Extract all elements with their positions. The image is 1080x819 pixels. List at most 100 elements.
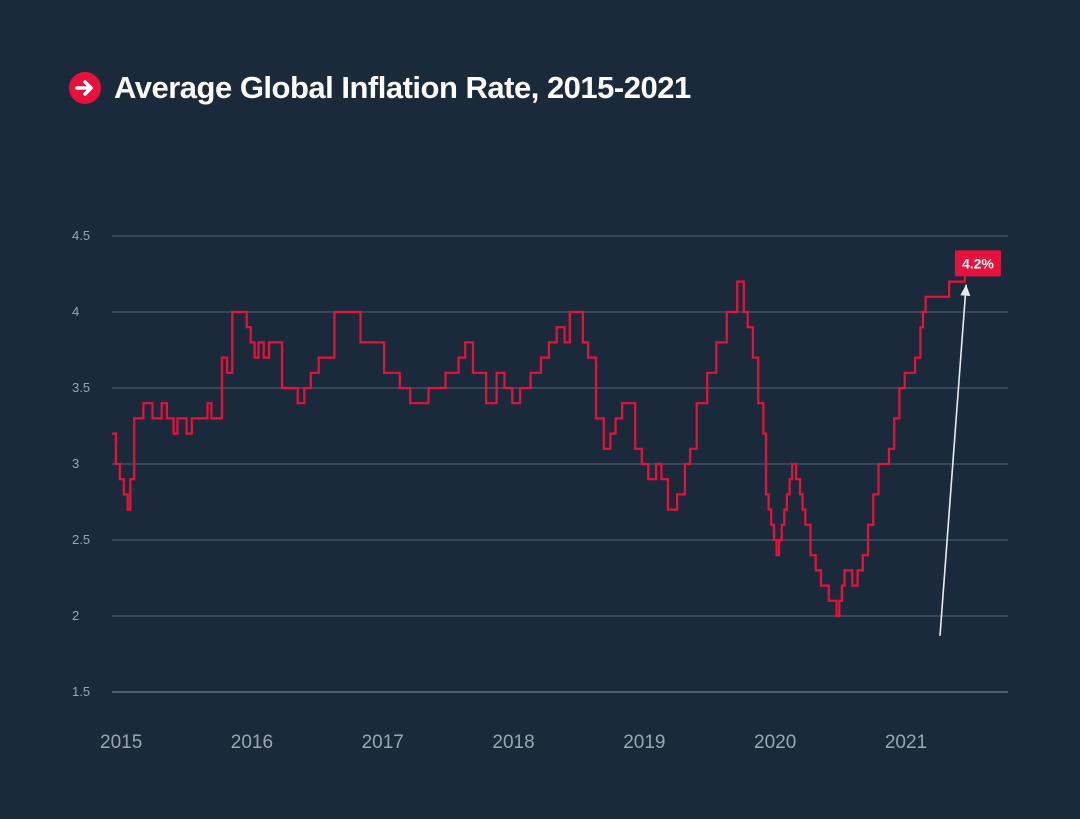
data-point	[775, 554, 777, 556]
data-point	[747, 326, 749, 328]
data-point	[210, 417, 212, 419]
data-point	[647, 478, 649, 480]
data-point	[444, 372, 446, 374]
y-tick-label: 3	[72, 456, 79, 471]
data-point	[919, 326, 921, 328]
chart-title: Average Global Inflation Rate, 2015-2021	[114, 70, 691, 105]
y-tick-label: 1.5	[72, 684, 90, 699]
data-point	[862, 554, 864, 556]
data-point	[958, 280, 960, 282]
data-point	[197, 417, 199, 419]
data-point	[945, 296, 947, 298]
data-point	[485, 402, 487, 404]
data-point	[587, 356, 589, 358]
data-point	[903, 372, 905, 374]
data-point	[519, 387, 521, 389]
data-point	[752, 356, 754, 358]
data-point	[715, 341, 717, 343]
data-point	[788, 478, 790, 480]
data-point	[231, 311, 233, 313]
data-point	[667, 508, 669, 510]
data-point	[511, 402, 513, 404]
data-point	[115, 463, 117, 465]
x-tick-label: 2021	[885, 732, 927, 753]
callout-label: 4.2%	[962, 255, 994, 271]
data-point	[684, 463, 686, 465]
data-point	[872, 493, 874, 495]
data-point	[457, 356, 459, 358]
data-point	[576, 311, 578, 313]
data-point	[472, 372, 474, 374]
annotation-arrow-head	[960, 284, 971, 296]
data-point	[427, 387, 429, 389]
data-point	[253, 356, 255, 358]
data-point	[804, 524, 806, 526]
data-point	[569, 311, 571, 313]
data-point	[249, 341, 251, 343]
data-point	[924, 296, 926, 298]
data-point	[801, 508, 803, 510]
data-point	[151, 417, 153, 419]
data-point	[529, 372, 531, 374]
x-tick-label: 2019	[623, 732, 665, 753]
y-tick-label: 4	[72, 304, 79, 319]
data-point	[257, 341, 259, 343]
data-point	[762, 432, 764, 434]
chart-header: Average Global Inflation Rate, 2015-2021	[68, 70, 691, 106]
y-tick-label: 4.5	[72, 228, 90, 243]
data-point	[176, 417, 178, 419]
data-point	[841, 584, 843, 586]
data-point	[838, 600, 840, 602]
data-point	[781, 524, 783, 526]
data-point	[937, 296, 939, 298]
data-point	[909, 372, 911, 374]
data-point	[736, 280, 738, 282]
data-point	[399, 387, 401, 389]
data-point	[867, 524, 869, 526]
data-point	[786, 493, 788, 495]
data-point	[940, 296, 942, 298]
data-point	[221, 356, 223, 358]
x-tick-label: 2015	[100, 732, 142, 753]
y-axis: 1.5 2 2.5 3 3.5 4 4.5	[72, 228, 90, 699]
data-point	[310, 372, 312, 374]
data-point	[757, 402, 759, 404]
data-point	[856, 569, 858, 571]
arrow-right-circle-icon	[69, 72, 101, 104]
x-tick-label: 2020	[754, 732, 796, 753]
data-point	[503, 387, 505, 389]
data-point	[129, 478, 131, 480]
data-point	[835, 615, 837, 617]
data-point	[317, 356, 319, 358]
x-tick-label: 2017	[362, 732, 404, 753]
data-point	[621, 402, 623, 404]
data-point	[726, 311, 728, 313]
data-point	[767, 508, 769, 510]
data-point	[383, 372, 385, 374]
callout-badge	[954, 250, 1001, 277]
x-tick-label: 2016	[231, 732, 273, 753]
data-point	[123, 493, 125, 495]
y-tick-label: 2.5	[72, 532, 90, 547]
data-point	[893, 417, 895, 419]
grid-lines	[112, 235, 1008, 693]
data-point	[563, 341, 565, 343]
data-point	[851, 584, 853, 586]
data-point	[409, 402, 411, 404]
data-point	[133, 417, 135, 419]
data-point	[111, 432, 113, 434]
data-point	[953, 280, 955, 282]
data-point	[778, 539, 780, 541]
data-point	[314, 372, 316, 374]
data-point	[783, 508, 785, 510]
data-point	[119, 478, 121, 480]
data-point	[815, 569, 817, 571]
data-point	[641, 463, 643, 465]
data-point	[548, 341, 550, 343]
data-point	[246, 326, 248, 328]
data-point	[795, 478, 797, 480]
annotation-arrow-line	[939, 284, 967, 636]
data-point	[799, 493, 801, 495]
y-tick-label: 3.5	[72, 380, 90, 395]
data-point	[695, 402, 697, 404]
